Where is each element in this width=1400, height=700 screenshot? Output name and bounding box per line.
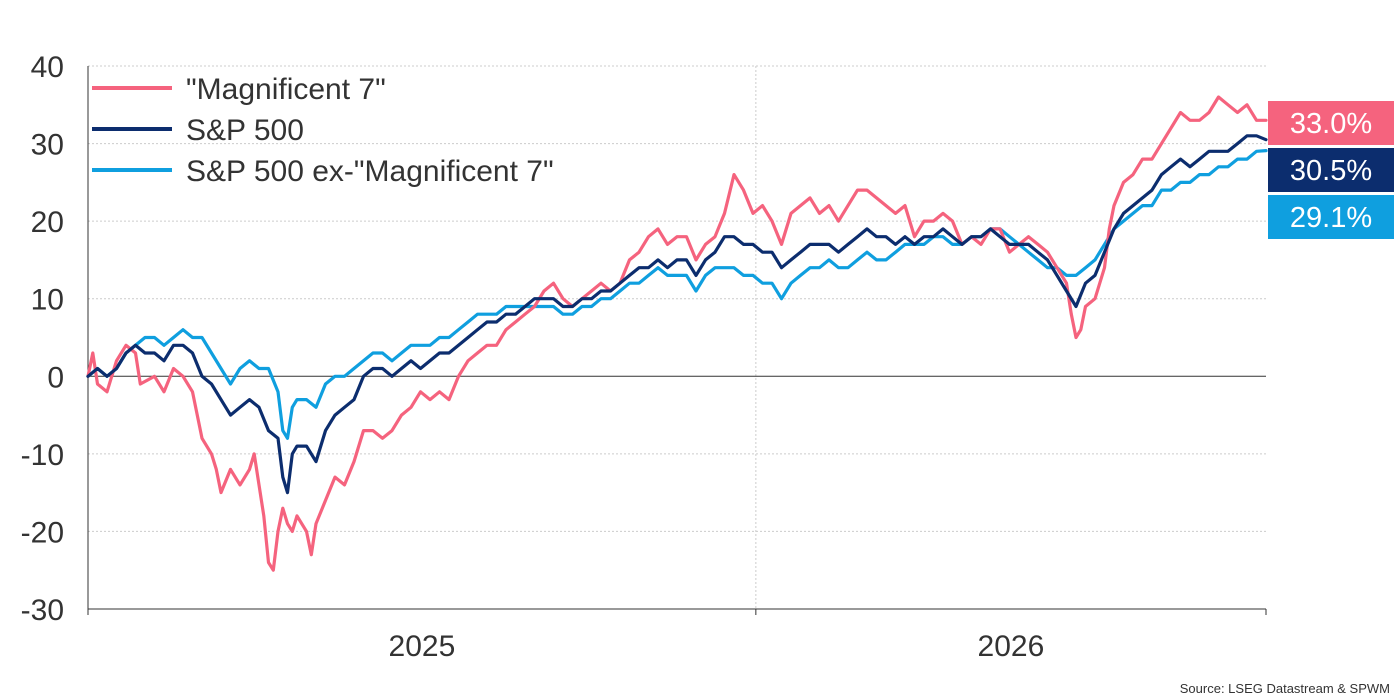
y-tick-label: -20 xyxy=(21,516,64,549)
series-line xyxy=(86,149,1268,440)
end-label-box xyxy=(1268,101,1394,145)
y-tick-label: 30 xyxy=(31,129,64,162)
series-line xyxy=(86,95,1268,572)
legend-label: S&P 500 ex-"Magnificent 7" xyxy=(186,155,554,188)
end-label-box xyxy=(1268,148,1394,192)
y-tick-label: 40 xyxy=(31,51,64,84)
end-value-label: 33.0% xyxy=(1290,108,1372,140)
source-note: Source: LSEG Datastream & SPWM xyxy=(1180,681,1390,696)
series-line xyxy=(86,134,1268,495)
x-tick-label: 2025 xyxy=(389,630,456,663)
y-axis-ticks: -30 -20 -10 0 10 20 30 40 xyxy=(21,51,64,627)
x-tick-label: 2026 xyxy=(978,630,1045,663)
legend-label: S&P 500 xyxy=(186,114,304,147)
end-value-label: 30.5% xyxy=(1290,155,1372,187)
y-tick-label: -30 xyxy=(21,594,64,627)
legend: "Magnificent 7" S&P 500 S&P 500 ex-"Magnif… xyxy=(92,73,554,188)
series-lines xyxy=(86,95,1268,572)
legend-label: "Magnificent 7" xyxy=(186,73,386,106)
end-value-label: 29.1% xyxy=(1290,202,1372,234)
y-tick-label: 0 xyxy=(47,361,64,394)
y-tick-label: -10 xyxy=(21,439,64,472)
end-value-labels: 33.0% 30.5% 29.1% xyxy=(1268,101,1394,239)
y-tick-label: 20 xyxy=(31,206,64,239)
y-tick-label: 10 xyxy=(31,284,64,317)
grid-lines xyxy=(88,65,1266,610)
x-axis: 2025 2026 xyxy=(87,66,1267,663)
end-label-box xyxy=(1268,195,1394,239)
